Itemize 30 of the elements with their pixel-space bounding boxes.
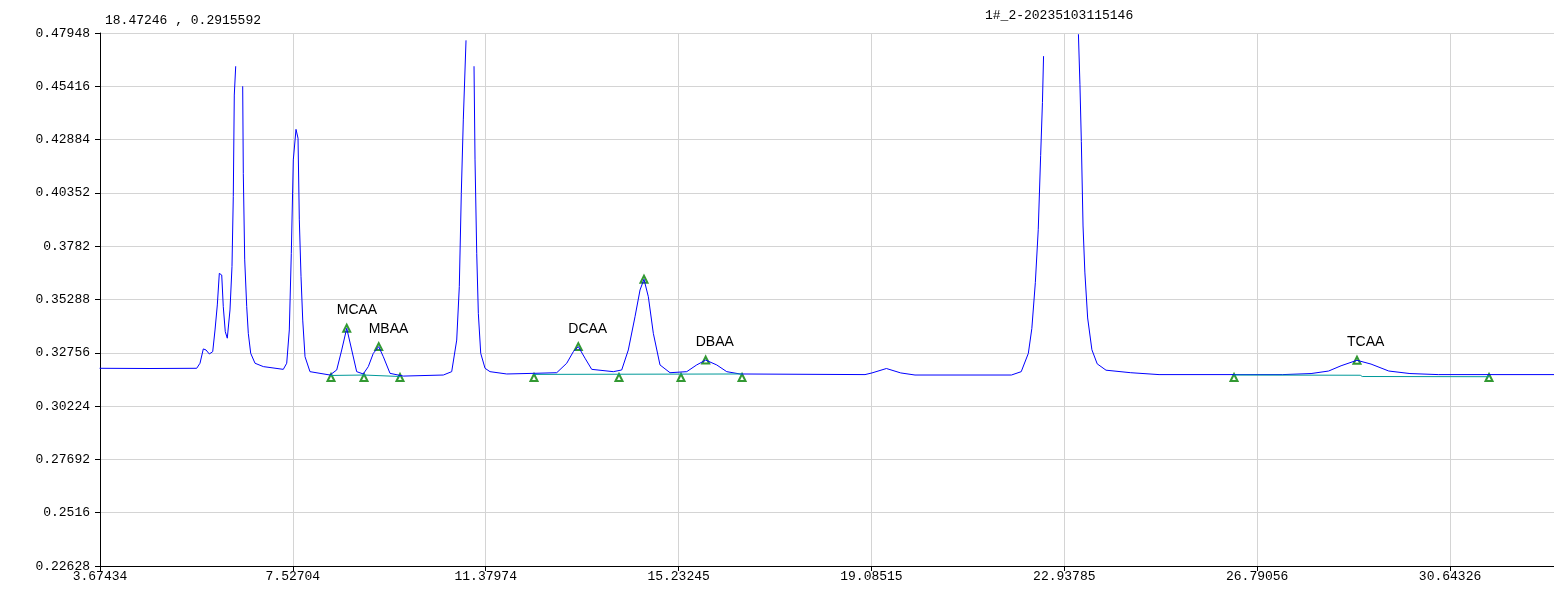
x-tick-label: 7.52704 bbox=[265, 569, 321, 584]
annotation: TCAA bbox=[1346, 333, 1385, 350]
x-tick-label: 30.64326 bbox=[1418, 569, 1482, 584]
chart-title: 1#_2-20235103115146 bbox=[985, 8, 1134, 23]
y-tick-label: 0.2516 bbox=[43, 505, 90, 521]
y-tick-label: 0.42884 bbox=[35, 132, 91, 148]
x-tick-label: 19.08515 bbox=[840, 569, 903, 584]
point bbox=[1229, 373, 1239, 383]
y-tick-label: 0.40352 bbox=[35, 185, 90, 201]
x-tick-label: 11.37974 bbox=[454, 569, 518, 584]
point bbox=[614, 373, 624, 383]
annotation: DCAA bbox=[568, 319, 608, 336]
annotation: MBAA bbox=[368, 319, 410, 336]
point bbox=[676, 373, 686, 383]
y-tick-label: 0.47948 bbox=[35, 25, 90, 41]
y-tick-label: 0.32756 bbox=[35, 345, 90, 361]
y-tick-label: 0.3782 bbox=[43, 238, 90, 254]
point bbox=[359, 373, 369, 383]
y-tick-label: 0.45416 bbox=[35, 78, 90, 94]
text: 18.47246 , 0.2915592 bbox=[105, 13, 262, 28]
y-tick-label: 0.27692 bbox=[35, 451, 90, 467]
annotation: MCAA bbox=[336, 301, 378, 318]
point bbox=[326, 373, 336, 383]
annotation: DBAA bbox=[695, 333, 735, 350]
y-tick-label: 0.30224 bbox=[35, 398, 91, 414]
point bbox=[529, 373, 539, 383]
x-tick-label: 22.93785 bbox=[1033, 569, 1096, 584]
x-tick-label: 15.23245 bbox=[647, 569, 710, 584]
y-tick-label: 0.35288 bbox=[35, 292, 90, 307]
x-tick-label: 26.79056 bbox=[1225, 569, 1289, 584]
